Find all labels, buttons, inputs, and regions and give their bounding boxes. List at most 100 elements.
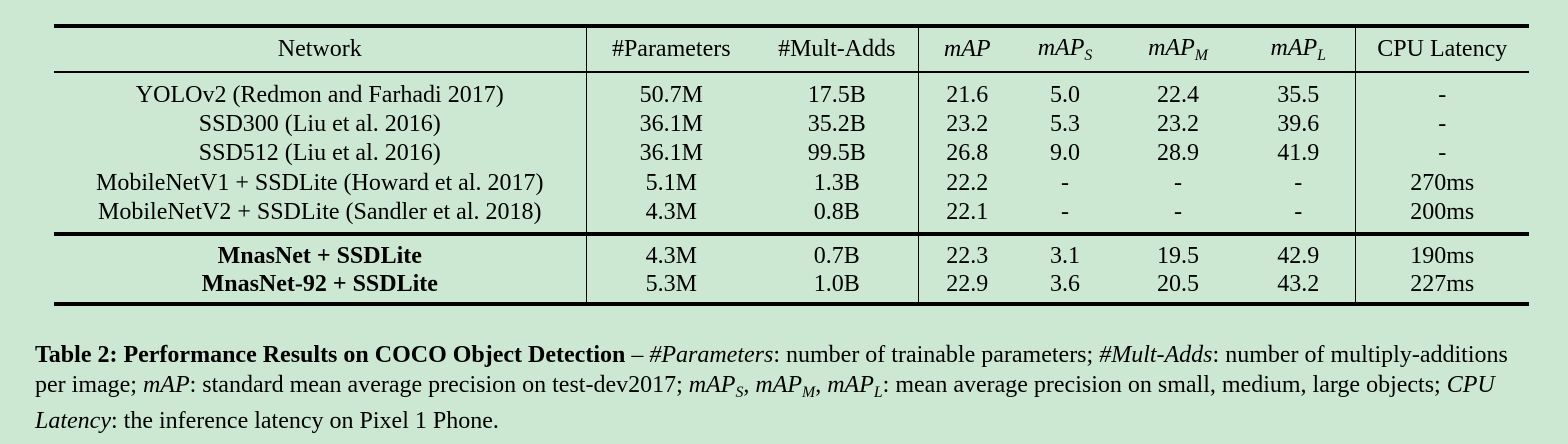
cell-mult-adds: 1.0B [756, 269, 919, 306]
cell-params: 36.1M [639, 140, 703, 167]
cell-map-l: 39.6 [1242, 109, 1356, 139]
cell-network: MobileNetV1 + SSDLite (Howard et al. 201… [54, 168, 587, 198]
table-row: MnasNet-92 + SSDLite 5.3M 1.0B 22.9 3.6 … [54, 269, 1529, 306]
caption-term-mult-adds: #Mult-Adds [1099, 342, 1213, 368]
cell-cpu: 227ms [1355, 269, 1529, 306]
cell-map: 22.3 [918, 231, 1016, 270]
header-map-s: mAPS [1016, 24, 1114, 73]
cell-map-m: - [1174, 169, 1182, 196]
table-header: Network #Parameters #Mult-Adds mAP mAPS … [54, 24, 1529, 73]
cell-params: 5.3M [586, 269, 756, 306]
table-row: MnasNet + SSDLite 4.3M 0.7B 22.3 3.1 19.… [54, 231, 1529, 270]
header-parameters: #Parameters [586, 24, 756, 73]
cell-mult-adds: 35.2B [756, 109, 919, 139]
cell-map-l: 43.2 [1242, 269, 1356, 306]
cell-map-m: 22.4 [1157, 82, 1199, 108]
cell-network: YOLOv2 (Redmon and Farhadi 2017) [54, 72, 587, 109]
cell-network: SSD300 (Liu et al. 2016) [54, 109, 587, 139]
header-map-l-base: mAP [1270, 34, 1318, 61]
cell-map: 21.6 [946, 82, 989, 108]
header-mult-adds: #Mult-Adds [756, 24, 919, 73]
caption-dash: – [625, 342, 650, 368]
cell-network: MnasNet-92 + SSDLite [54, 269, 587, 306]
cell-map-s: 3.6 [1016, 269, 1114, 306]
header-map-m: mAPM [1114, 24, 1242, 73]
cell-params: 36.1M [639, 110, 703, 137]
cell-mult-adds: 99.5B [756, 138, 919, 169]
caption-term-map-s: mAP [688, 371, 736, 398]
header-map-text: mAP [943, 36, 991, 62]
table-row: MobileNetV1 + SSDLite (Howard et al. 201… [54, 168, 1529, 198]
cell-map-s: 9.0 [1050, 140, 1080, 167]
cell-map-l: - [1242, 168, 1356, 198]
cell-cpu: - [1438, 82, 1447, 108]
results-table-container: Network #Parameters #Mult-Adds mAP mAPS … [54, 24, 1529, 306]
caption-sep-2: , [815, 371, 828, 398]
caption-title: Performance Results on COCO Object Detec… [123, 342, 626, 368]
header-network: Network [54, 24, 587, 73]
header-map-l-sub: L [1317, 46, 1326, 64]
header-map-s-sub: S [1084, 46, 1093, 64]
header-map-m-base: mAP [1148, 34, 1195, 61]
caption-label: Table 2: [35, 342, 118, 368]
cell-params: 4.3M [645, 198, 697, 225]
cell-mult-adds: 17.5B [756, 72, 919, 109]
cell-map: 22.2 [946, 169, 989, 196]
table-row: SSD512 (Liu et al. 2016) 36.1M 99.5B 26.… [54, 138, 1529, 169]
cell-map-m: 23.2 [1157, 110, 1199, 137]
cell-mult-adds: 0.8B [756, 197, 919, 234]
cell-map-s: 3.1 [1016, 231, 1114, 270]
header-map-l: mAPL [1242, 24, 1356, 73]
header-map-s-base: mAP [1037, 34, 1085, 61]
cell-mult-adds: 1.3B [756, 168, 919, 198]
our-rows: MnasNet + SSDLite 4.3M 0.7B 22.3 3.1 19.… [54, 231, 1529, 306]
caption-desc-map-sml: : mean average precision on small, mediu… [882, 371, 1447, 398]
caption-term-map: mAP [142, 371, 190, 398]
cell-params: 5.1M [645, 169, 697, 196]
caption-term-map-m: mAP [755, 371, 803, 398]
cell-map-s: - [1061, 198, 1069, 225]
cell-network: MobileNetV2 + SSDLite (Sandler et al. 20… [54, 197, 587, 234]
cell-cpu: 190ms [1355, 231, 1529, 270]
baseline-rows: YOLOv2 (Redmon and Farhadi 2017) 50.7M 1… [54, 72, 1529, 234]
table-row: MobileNetV2 + SSDLite (Sandler et al. 20… [54, 197, 1529, 234]
caption-term-parameters: #Parameters [649, 342, 774, 368]
coco-results-table: Network #Parameters #Mult-Adds mAP mAPS … [54, 24, 1529, 306]
header-cpu-latency: CPU Latency [1355, 24, 1529, 73]
cell-cpu: 270ms [1410, 169, 1475, 196]
caption-sep-1: , [743, 371, 756, 398]
cell-map-s: 5.0 [1050, 82, 1080, 108]
cell-map-m: 28.9 [1157, 140, 1199, 167]
cell-params: 4.3M [586, 231, 756, 270]
caption-term-map-l-sub: L [873, 383, 883, 401]
cell-cpu: - [1438, 110, 1447, 137]
cell-map-l: 42.9 [1242, 231, 1356, 270]
header-row: Network #Parameters #Mult-Adds mAP mAPS … [54, 24, 1529, 73]
cell-cpu: 200ms [1410, 198, 1475, 225]
header-map-m-sub: M [1194, 46, 1208, 64]
cell-map-s: 5.3 [1050, 110, 1080, 137]
caption-desc-map: : standard mean average precision on tes… [189, 371, 689, 398]
cell-map-m: - [1174, 198, 1182, 225]
cell-map: 26.8 [946, 140, 989, 167]
caption-desc-parameters: : number of trainable parameters; [773, 342, 1100, 368]
cell-map-m: 19.5 [1114, 231, 1242, 270]
cell-map: 23.2 [946, 110, 989, 137]
cell-cpu: - [1438, 140, 1447, 167]
table-row: YOLOv2 (Redmon and Farhadi 2017) 50.7M 1… [54, 72, 1529, 109]
table-row: SSD300 (Liu et al. 2016) 36.1M 35.2B 23.… [54, 109, 1529, 139]
table-caption: Table 2: Performance Results on COCO Obj… [35, 341, 1535, 436]
header-map: mAP [918, 24, 1016, 73]
cell-map: 22.9 [918, 269, 1016, 306]
cell-network: SSD512 (Liu et al. 2016) [54, 138, 587, 169]
caption-term-map-m-sub: M [802, 383, 816, 401]
caption-desc-cpu-latency: : the inference latency on Pixel 1 Phone… [110, 407, 499, 434]
caption-term-map-l: mAP [827, 371, 874, 398]
cell-mult-adds: 0.7B [756, 231, 919, 270]
cell-map-l: 41.9 [1242, 138, 1356, 169]
cell-network: MnasNet + SSDLite [54, 231, 587, 270]
cell-map-m: 20.5 [1114, 269, 1242, 306]
cell-map: 22.1 [946, 198, 989, 225]
caption-desc-mult-adds: : number of multiply-additions per image… [35, 342, 1508, 398]
cell-map-s: - [1061, 169, 1069, 196]
